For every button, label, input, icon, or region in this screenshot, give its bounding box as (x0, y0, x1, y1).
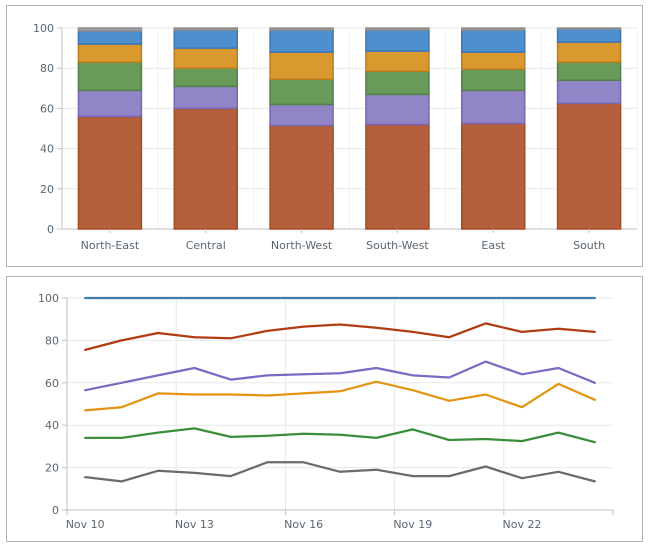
line-series-orange (84, 380, 596, 412)
bar-segment-brown (556, 102, 622, 230)
bar-segment-gray (461, 27, 526, 31)
bar-segment-brown (269, 124, 334, 230)
bar-segment-gold (365, 50, 430, 72)
bar-segment-purple (269, 103, 334, 127)
y-gridlines (62, 297, 613, 511)
bar-segment-green (173, 67, 238, 88)
y-axis-tick-label: 40 (40, 143, 54, 156)
bar-segment-brown (77, 115, 143, 230)
bar-north-west (269, 27, 334, 230)
bar-segment-gold (77, 43, 143, 63)
bar-segment-gray (365, 27, 430, 31)
bar-segment-gray (173, 27, 238, 31)
x-axis-category-label: East (481, 239, 505, 252)
bar-segment-purple (461, 89, 526, 125)
x-axis-tick-label: Nov 19 (393, 518, 432, 531)
x-axis-tick-label: Nov 16 (284, 518, 323, 531)
y-axis-tick-label: 60 (40, 102, 54, 115)
line-chart: 0 20 40 60 80 100 Nov 10 Nov 13 Nov 16 Nov 19 Nov … (38, 292, 614, 531)
x-axis-category-label: Central (186, 239, 226, 252)
y-gridlines (57, 27, 637, 230)
bar-segment-gray (269, 27, 334, 31)
bar-segment-blue (269, 29, 334, 53)
bar-segment-blue (77, 30, 143, 45)
bars (77, 27, 622, 230)
line-series-red (84, 322, 596, 352)
bar-south-west (365, 27, 430, 230)
x-axis-tick-label: Nov 22 (503, 518, 542, 531)
bar-segment-gold (556, 41, 622, 63)
line-chart-panel: 0 20 40 60 80 100 Nov 10 Nov 13 Nov 16 Nov 19 Nov … (6, 276, 643, 542)
stacked-bar-chart-panel: 0 20 40 60 80 100 North-East Central North-West S… (6, 5, 643, 267)
slot-gridlines (157, 28, 638, 229)
bar-segment-purple (365, 93, 430, 126)
bar-north-east (77, 27, 143, 230)
bar-segment-green (556, 61, 622, 82)
bar-south (556, 27, 622, 230)
y-axis-tick-label: 0 (52, 504, 59, 517)
x-axis-category-label: North-East (81, 239, 140, 252)
x-axis-category-label: North-West (271, 239, 333, 252)
bar-segment-purple (173, 85, 238, 110)
bar-segment-gold (173, 47, 238, 69)
bar-segment-gold (269, 51, 334, 81)
bar-segment-purple (556, 79, 622, 105)
x-axis-tick-label: Nov 10 (66, 518, 105, 531)
line-series-gray (84, 461, 596, 483)
x-axis-category-label: South (573, 239, 605, 252)
x-axis-category-label: South-West (366, 239, 429, 252)
bar-segment-gray (556, 27, 622, 30)
bar-central (173, 27, 238, 230)
x-axis-tick-label: Nov 13 (175, 518, 214, 531)
bar-east (461, 27, 526, 230)
bar-segment-green (365, 70, 430, 96)
y-axis-tick-label: 0 (47, 223, 54, 236)
bar-segment-green (269, 78, 334, 106)
stacked-bar-chart: 0 20 40 60 80 100 North-East Central North-West S… (33, 22, 638, 252)
bar-segment-purple (77, 89, 143, 118)
bar-segment-blue (365, 29, 430, 52)
bar-segment-blue (461, 29, 526, 53)
y-axis-tick-label: 20 (45, 462, 59, 475)
bar-segment-green (77, 61, 143, 92)
line-series-green (84, 427, 596, 444)
line-series-group (84, 296, 596, 483)
y-axis-tick-label: 40 (45, 419, 59, 432)
bar-segment-brown (173, 107, 238, 230)
x-gridlines (175, 298, 505, 510)
bar-segment-gold (461, 51, 526, 70)
bar-segment-gray (77, 27, 143, 32)
bar-segment-green (461, 68, 526, 92)
bar-segment-brown (461, 122, 526, 230)
y-axis-tick-label: 100 (38, 292, 59, 305)
y-axis-tick-label: 60 (45, 377, 59, 390)
line-series-purple (84, 360, 596, 392)
y-axis-tick-label: 80 (45, 334, 59, 347)
bar-segment-blue (173, 29, 238, 49)
y-axis-tick-label: 20 (40, 183, 54, 196)
y-axis-tick-label: 100 (33, 22, 54, 35)
bar-segment-brown (365, 123, 430, 230)
y-axis-tick-label: 80 (40, 62, 54, 75)
bar-segment-blue (556, 28, 622, 43)
